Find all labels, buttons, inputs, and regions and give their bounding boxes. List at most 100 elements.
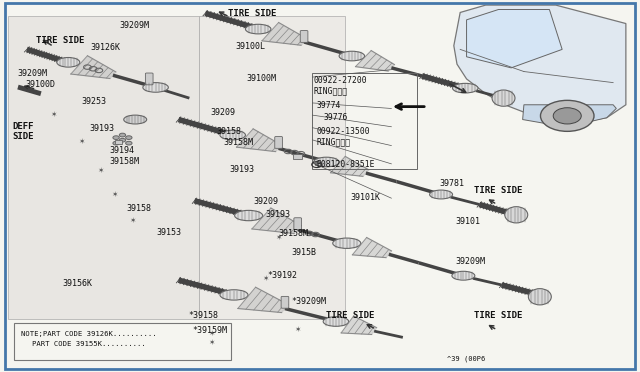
Text: 39100L: 39100L [236, 42, 266, 51]
Text: ✶: ✶ [51, 111, 57, 121]
Text: RINGリング: RINGリング [317, 137, 351, 146]
Text: ✶: ✶ [111, 191, 118, 200]
Text: ✶: ✶ [97, 167, 103, 176]
Text: *39209M: *39209M [291, 297, 326, 306]
Ellipse shape [452, 83, 478, 93]
Circle shape [113, 141, 119, 145]
Text: 39194: 39194 [109, 147, 134, 155]
Text: 39209M: 39209M [119, 21, 149, 30]
Ellipse shape [505, 207, 528, 223]
Text: ✶: ✶ [275, 234, 282, 243]
Ellipse shape [339, 51, 365, 61]
Text: 39100D: 39100D [26, 80, 56, 89]
Text: 39101K: 39101K [351, 193, 381, 202]
Text: 39100M: 39100M [246, 74, 276, 83]
Text: ✶: ✶ [78, 138, 84, 147]
FancyBboxPatch shape [294, 218, 301, 230]
Ellipse shape [235, 211, 262, 221]
Circle shape [125, 136, 132, 140]
Ellipse shape [429, 190, 452, 199]
Text: 39126K: 39126K [91, 43, 120, 52]
Text: 39158M: 39158M [109, 157, 140, 166]
Text: 39158: 39158 [217, 127, 242, 136]
Text: B: B [315, 162, 319, 167]
Text: 39158M: 39158M [223, 138, 253, 147]
Text: ✶: ✶ [129, 217, 135, 225]
Polygon shape [262, 23, 307, 45]
FancyBboxPatch shape [275, 137, 282, 148]
Ellipse shape [452, 271, 475, 280]
Text: 39193: 39193 [230, 165, 255, 174]
Text: 39781: 39781 [440, 179, 465, 187]
Text: DEFF: DEFF [13, 122, 35, 131]
Polygon shape [71, 56, 116, 78]
Text: ^39 (00P6: ^39 (00P6 [447, 356, 486, 362]
Text: 39209M: 39209M [455, 257, 485, 266]
Circle shape [119, 138, 125, 142]
Polygon shape [353, 238, 392, 258]
Text: ✶: ✶ [209, 339, 215, 348]
Text: 39101: 39101 [455, 217, 480, 225]
Ellipse shape [143, 83, 168, 92]
Circle shape [125, 141, 132, 145]
Polygon shape [252, 208, 301, 234]
Text: PART CODE 39155K..........: PART CODE 39155K.......... [32, 341, 146, 347]
FancyBboxPatch shape [300, 31, 308, 42]
Polygon shape [238, 287, 288, 312]
Text: *39159M: *39159M [193, 326, 228, 335]
FancyBboxPatch shape [145, 73, 153, 85]
Text: 39774: 39774 [317, 101, 341, 110]
Polygon shape [199, 16, 346, 319]
Polygon shape [8, 16, 199, 319]
Bar [312, 73, 417, 169]
Text: 39193: 39193 [90, 124, 115, 133]
Text: 39209M: 39209M [17, 69, 47, 78]
Polygon shape [355, 51, 394, 71]
Bar [115, 140, 122, 144]
Text: *39192: *39192 [268, 271, 298, 280]
Text: TIRE SIDE: TIRE SIDE [36, 36, 85, 45]
Ellipse shape [246, 24, 271, 34]
Polygon shape [454, 5, 626, 123]
Text: 39253: 39253 [81, 97, 106, 106]
Text: 39156K: 39156K [62, 279, 92, 288]
Text: RINGリング: RINGリング [314, 87, 348, 96]
Text: *39158: *39158 [188, 311, 218, 320]
Text: 39209: 39209 [211, 108, 236, 117]
Ellipse shape [529, 289, 551, 305]
Ellipse shape [220, 130, 246, 140]
FancyBboxPatch shape [281, 296, 289, 308]
Text: ✶: ✶ [294, 326, 301, 335]
Text: SIDE: SIDE [13, 132, 35, 141]
Circle shape [540, 100, 594, 131]
Ellipse shape [220, 290, 248, 300]
Text: 00922-13500: 00922-13500 [317, 127, 371, 136]
Ellipse shape [314, 157, 339, 167]
Ellipse shape [124, 115, 147, 124]
Text: 39158: 39158 [126, 203, 151, 213]
Ellipse shape [323, 317, 349, 326]
Text: ✶: ✶ [262, 275, 269, 283]
Ellipse shape [57, 58, 80, 67]
Text: TIRE SIDE: TIRE SIDE [474, 311, 523, 320]
Text: 39193: 39193 [266, 210, 291, 219]
Polygon shape [236, 129, 282, 152]
Circle shape [119, 133, 125, 137]
Circle shape [553, 108, 581, 124]
Text: TIRE SIDE: TIRE SIDE [474, 186, 523, 195]
Polygon shape [467, 10, 562, 68]
Ellipse shape [333, 238, 361, 248]
Polygon shape [341, 316, 377, 334]
Text: NOTE;PART CODE 39126K..........: NOTE;PART CODE 39126K.......... [20, 331, 156, 337]
Text: 39153: 39153 [156, 228, 181, 237]
Text: ✶: ✶ [209, 330, 215, 339]
Circle shape [113, 136, 119, 140]
Polygon shape [330, 156, 369, 176]
Text: 39158M: 39158M [278, 230, 308, 238]
Text: 39209: 39209 [253, 197, 278, 206]
Text: TIRE SIDE: TIRE SIDE [326, 311, 375, 320]
Polygon shape [523, 105, 616, 124]
Text: TIRE SIDE: TIRE SIDE [228, 9, 276, 18]
Bar [14, 323, 231, 359]
Ellipse shape [492, 90, 515, 106]
